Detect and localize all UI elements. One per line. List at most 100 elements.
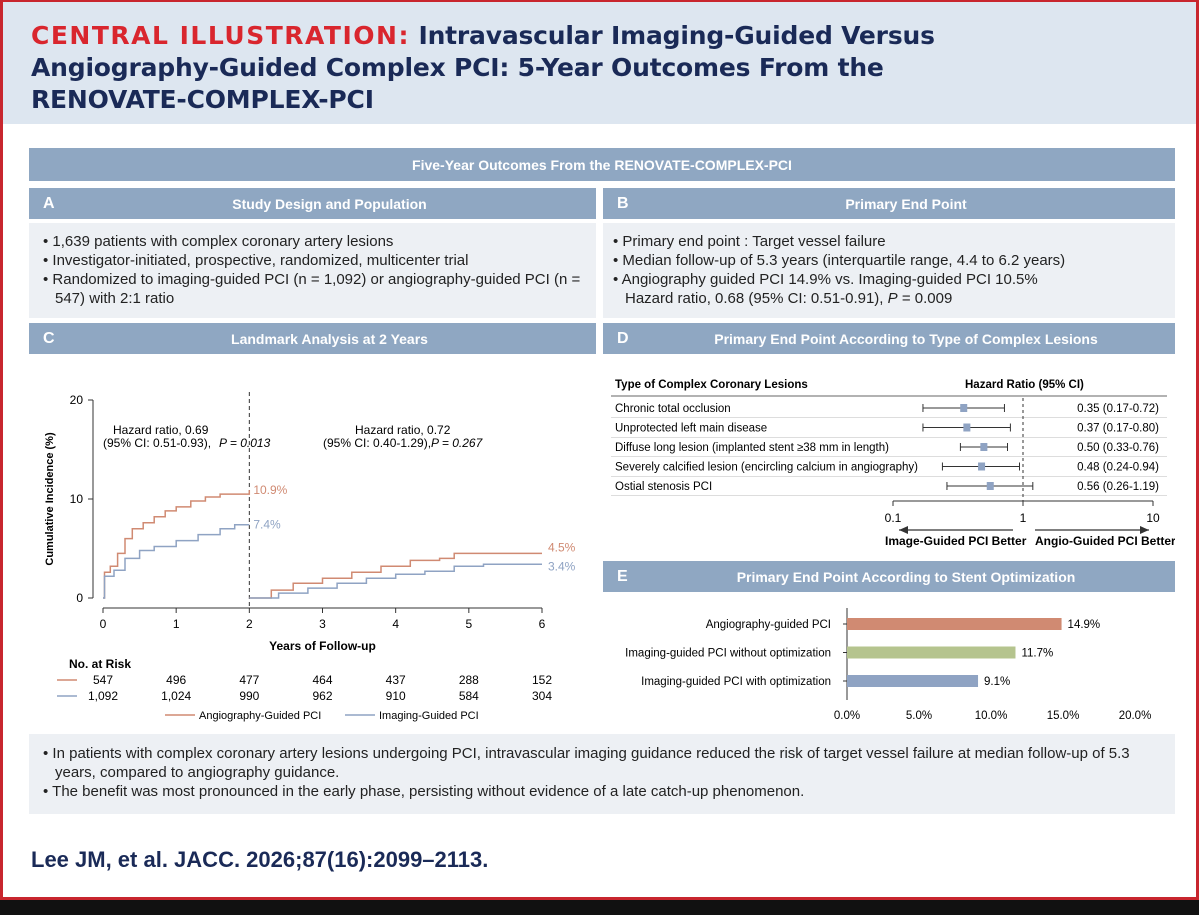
km-risk-value: 1,092	[88, 689, 118, 703]
forest-right-arrowhead	[1140, 526, 1149, 534]
forest-row-value: 0.35 (0.17-0.72)	[1077, 403, 1159, 415]
title-line1: Intravascular Imaging-Guided Versus	[418, 21, 935, 50]
forest-row-value: 0.48 (0.24-0.94)	[1077, 462, 1159, 474]
km-end-label: 4.5%	[548, 540, 576, 554]
forest-col-hr: Hazard Ratio (95% CI)	[965, 379, 1084, 391]
optim-x-tick-label: 20.0%	[1119, 710, 1152, 722]
km-risk-value: 477	[239, 673, 259, 687]
optim-x-tick-label: 5.0%	[906, 710, 932, 722]
km-end-label: 7.4%	[253, 518, 281, 532]
top-bar: Five-Year Outcomes From the RENOVATE-COM…	[29, 148, 1175, 181]
km-risk-value: 496	[166, 673, 186, 687]
panel-c-title: Landmark Analysis at 2 Years	[231, 330, 428, 347]
km-risk-value: 304	[532, 689, 552, 703]
forest-row-value: 0.50 (0.33-0.76)	[1077, 442, 1159, 454]
forest-row-label: Ostial stenosis PCI	[615, 481, 712, 493]
km-left-ci: (95% CI: 0.51-0.93),	[103, 436, 211, 450]
forest-row-label: Severely calcified lesion (encircling ca…	[615, 462, 918, 474]
km-x-tick-label: 5	[465, 617, 472, 631]
forest-point	[963, 423, 971, 432]
km-end-label: 10.9%	[253, 483, 287, 497]
forest-x-tick-label: 1	[1020, 511, 1027, 525]
conclusion-item: In patients with complex coronary artery…	[43, 744, 1163, 782]
panel-b-p-label: P	[887, 290, 898, 307]
forest-point	[960, 404, 968, 412]
km-curves: 10.9% 4.5% 7.4% 3.4%	[103, 483, 576, 599]
km-risk-table: 547 496 477 464 437 288 152 1,092 1,024 990 962 910…	[57, 673, 552, 703]
optim-x-tick-label: 0.0%	[834, 710, 860, 722]
km-right-ci: (95% CI: 0.40-1.29),	[323, 436, 431, 450]
km-risk-value: 1,024	[161, 689, 191, 703]
panel-b-hr-line: Hazard ratio, 0.68 (95% CI: 0.51-0.91), …	[625, 289, 1165, 308]
forest-row-label: Unprotected left main disease	[615, 423, 767, 435]
km-x-tick-label: 4	[392, 617, 399, 631]
km-y-tick-label: 0	[76, 591, 83, 605]
panel-e-bar: E Primary End Point According to Stent O…	[603, 561, 1175, 592]
km-x-tick-label: 2	[246, 617, 253, 631]
bottom-border	[0, 900, 1199, 915]
optim-bar	[847, 618, 1062, 630]
panel-e-title: Primary End Point According to Stent Opt…	[736, 568, 1076, 585]
forest-row-value: 0.37 (0.17-0.80)	[1077, 423, 1159, 435]
km-risk-value: 990	[239, 689, 259, 703]
panel-b-bar: B Primary End Point	[603, 188, 1175, 219]
optim-category-label: Angiography-guided PCI	[706, 619, 831, 631]
forest-row-value: 0.56 (0.26-1.19)	[1077, 481, 1159, 493]
panel-c-bar: C Landmark Analysis at 2 Years	[29, 323, 596, 354]
optim-chart: Angiography-guided PCI 14.9% Imaging-guide…	[625, 608, 1152, 722]
km-curve-imaging-late	[249, 563, 542, 599]
km-x-tick-label: 6	[539, 617, 546, 631]
forest-left-arrow-label: Image-Guided PCI Better	[885, 534, 1027, 548]
panel-a-bullet: Investigator-initiated, prospective, ran…	[43, 251, 588, 270]
optim-bar	[847, 675, 979, 687]
km-axes: 0 10 20 0 1 2 3 4 5 6 Years of Follow-up Cumulative…	[44, 392, 546, 653]
forest-point	[980, 443, 988, 451]
panel-d-title: Primary End Point According to Type of C…	[714, 330, 1098, 347]
km-legend-label: Angiography-Guided PCI	[199, 710, 321, 722]
panel-a-bullet: 1,639 patients with complex coronary art…	[43, 232, 588, 251]
panel-b-hr-prefix: Hazard ratio, 0.68 (95% CI: 0.51-0.91),	[625, 290, 884, 307]
panel-a-title: Study Design and Population	[232, 195, 427, 212]
panel-b-title: Primary End Point	[845, 195, 967, 212]
optim-category-label: Imaging-guided PCI with optimization	[641, 676, 831, 688]
header: CENTRAL ILLUSTRATION: Intravascular Imag…	[3, 2, 1196, 124]
km-curve-imaging-early	[103, 523, 250, 599]
km-right-hr: Hazard ratio, 0.72	[355, 423, 451, 437]
forest-row-label: Chronic total occlusion	[615, 403, 731, 415]
km-risk-value: 464	[312, 673, 332, 687]
panel-a-bullets: 1,639 patients with complex coronary art…	[43, 232, 588, 308]
km-x-tick-label: 1	[173, 617, 180, 631]
optim-x-tick-label: 10.0%	[975, 710, 1008, 722]
conclusion-item: The benefit was most pronounced in the e…	[43, 782, 1163, 801]
forest-point	[978, 462, 986, 471]
panel-e-letter: E	[617, 567, 628, 585]
top-bar-label: Five-Year Outcomes From the RENOVATE-COM…	[412, 156, 792, 173]
km-end-label: 3.4%	[548, 559, 576, 573]
forest-col-lesion: Type of Complex Coronary Lesions	[615, 379, 808, 391]
title-line2: Angiography-Guided Complex PCI: 5-Year O…	[31, 53, 884, 82]
panel-b-letter: B	[617, 194, 629, 212]
central-title: CENTRAL ILLUSTRATION: Intravascular Imag…	[31, 20, 1196, 116]
km-x-tick-label: 3	[319, 617, 326, 631]
citation: Lee JM, et al. JACC. 2026;87(16):2099–21…	[31, 847, 489, 872]
forest-row-label: Diffuse long lesion (implanted stent ≥38…	[615, 442, 889, 454]
optim-category-label: Imaging-guided PCI without optimization	[625, 648, 831, 660]
optim-x-tick-label: 15.0%	[1047, 710, 1080, 722]
panel-b-bullets: Primary end point : Target vessel failur…	[613, 232, 1168, 289]
optim-bar	[847, 646, 1016, 659]
km-left-hr: Hazard ratio, 0.69	[113, 423, 209, 437]
title-line3: RENOVATE-COMPLEX-PCI	[31, 85, 374, 114]
km-y-axis-label: Cumulative Incidence (%)	[44, 432, 56, 566]
km-risk-value: 910	[386, 689, 406, 703]
conclusions-list: In patients with complex coronary artery…	[43, 744, 1163, 801]
panel-b-bullet: Median follow-up of 5.3 years (interquar…	[613, 251, 1168, 270]
km-legend-label: Imaging-Guided PCI	[379, 710, 479, 722]
forest-x-tick-label: 10	[1146, 511, 1160, 525]
km-risk-value: 962	[312, 689, 332, 703]
km-legend: Angiography-Guided PCI Imaging-Guided PCI	[165, 710, 479, 722]
panel-b-p-value: = 0.009	[901, 290, 953, 307]
forest-body: Chronic total occlusion 0.35 (0.17-0.72) U…	[611, 395, 1167, 534]
km-right-p: P = 0.267	[431, 436, 484, 450]
forest-left-arrowhead	[899, 526, 908, 534]
